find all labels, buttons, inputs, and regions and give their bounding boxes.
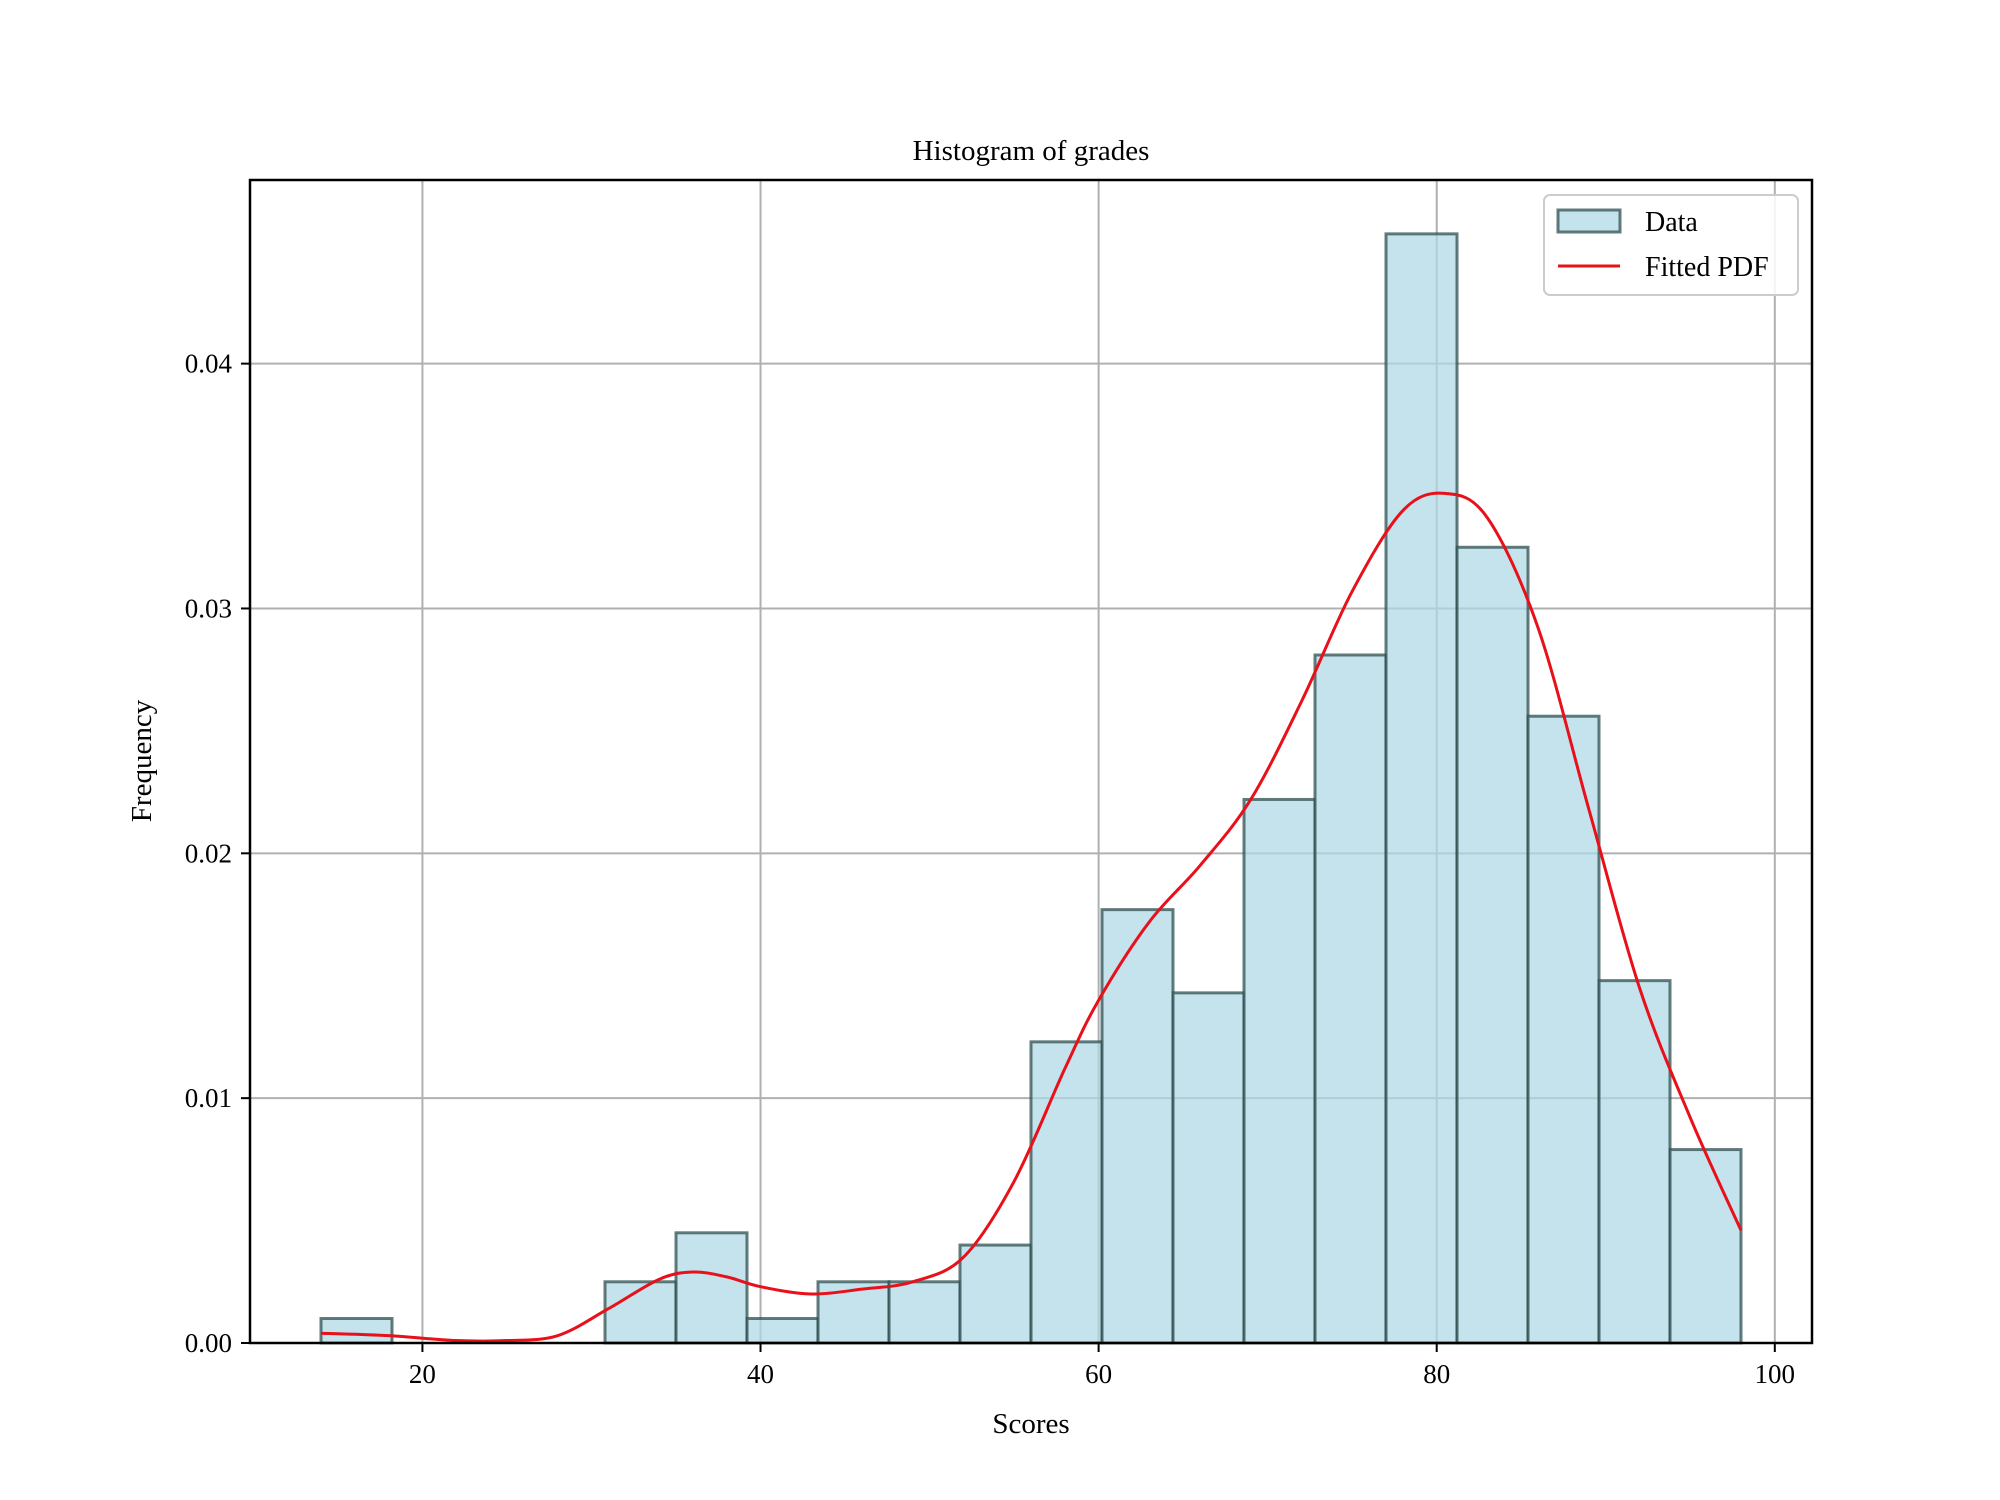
histogram-bar (1668, 1148, 1743, 1345)
x-tick-label: 60 (1085, 1359, 1112, 1389)
x-tick-label: 40 (747, 1359, 774, 1389)
y-axis-label: Frequency (126, 699, 158, 822)
legend-data-swatch (1556, 208, 1622, 234)
y-tick-label: 0.00 (185, 1328, 232, 1358)
y-tick-label: 0.02 (185, 838, 232, 868)
histogram-bars (319, 232, 1743, 1345)
histogram-bar (958, 1243, 1033, 1345)
x-tick-label: 100 (1755, 1359, 1796, 1389)
chart-title: Histogram of grades (913, 135, 1150, 167)
plot-area-frame (248, 178, 1814, 1345)
x-axis-label: Scores (992, 1408, 1069, 1440)
x-tick-label: 20 (409, 1359, 436, 1389)
histogram-bar (887, 1280, 962, 1345)
histogram-bar (745, 1317, 820, 1345)
histogram-bar (1384, 232, 1459, 1345)
fitted-pdf-line (320, 491, 1743, 1343)
histogram-bar (1242, 797, 1317, 1345)
x-tick-label: 80 (1423, 1359, 1450, 1389)
histogram-bar (674, 1231, 749, 1345)
histogram-bar (1029, 1040, 1104, 1345)
axis-ticks: 20 40 60 80 100 0.00 0.01 0.02 0.03 0.04 (185, 349, 1795, 1389)
histogram-bar (1100, 908, 1175, 1345)
legend-data-label: Data (1645, 207, 1698, 238)
y-tick-label: 0.03 (185, 593, 232, 623)
histogram-bar (1171, 991, 1246, 1345)
histogram-bar (1597, 979, 1672, 1345)
histogram-bar (319, 1317, 394, 1345)
histogram-bar (1526, 714, 1601, 1345)
histogram-bar (1455, 545, 1530, 1345)
legend-fitted-pdf-label: Fitted PDF (1645, 252, 1769, 283)
legend: Data Fitted PDF (1543, 194, 1799, 296)
fitted-pdf-series (320, 491, 1743, 1343)
histogram-bar (1313, 653, 1388, 1345)
y-tick-label: 0.04 (185, 349, 233, 379)
y-tick-label: 0.01 (185, 1083, 232, 1113)
